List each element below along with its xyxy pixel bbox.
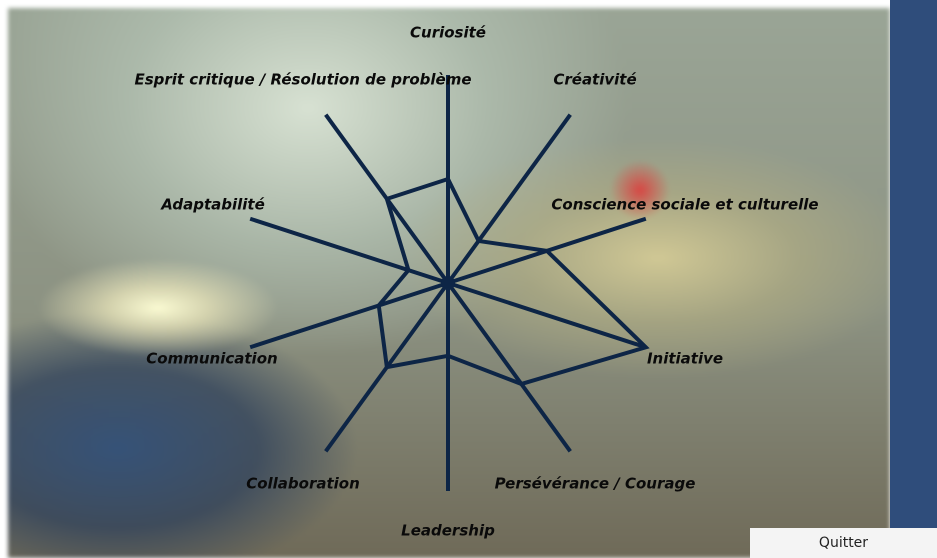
side-panel: [890, 0, 937, 528]
axis-label: Esprit critique / Résolution de problème: [134, 71, 471, 89]
axis-label: Conscience sociale et culturelle: [551, 196, 818, 214]
radar-axis: [446, 281, 572, 453]
radar-axis: [447, 281, 647, 350]
axis-label: Leadership: [401, 522, 495, 540]
radar-axis: [249, 281, 449, 350]
axis-label: Communication: [146, 350, 277, 368]
center-dot: [441, 276, 455, 290]
radar-axis: [249, 216, 449, 285]
quit-button[interactable]: Quitter: [750, 528, 937, 558]
radar-polygon: [376, 176, 650, 387]
axis-label: Curiosité: [410, 24, 486, 42]
axis-label: Adaptabilité: [160, 196, 265, 214]
axis-label: Collaboration: [246, 475, 360, 493]
axis-label: Persévérance / Courage: [495, 475, 696, 493]
radar-axis: [446, 113, 572, 285]
axis-label: Créativité: [553, 71, 636, 89]
axis-label: Initiative: [647, 350, 723, 368]
